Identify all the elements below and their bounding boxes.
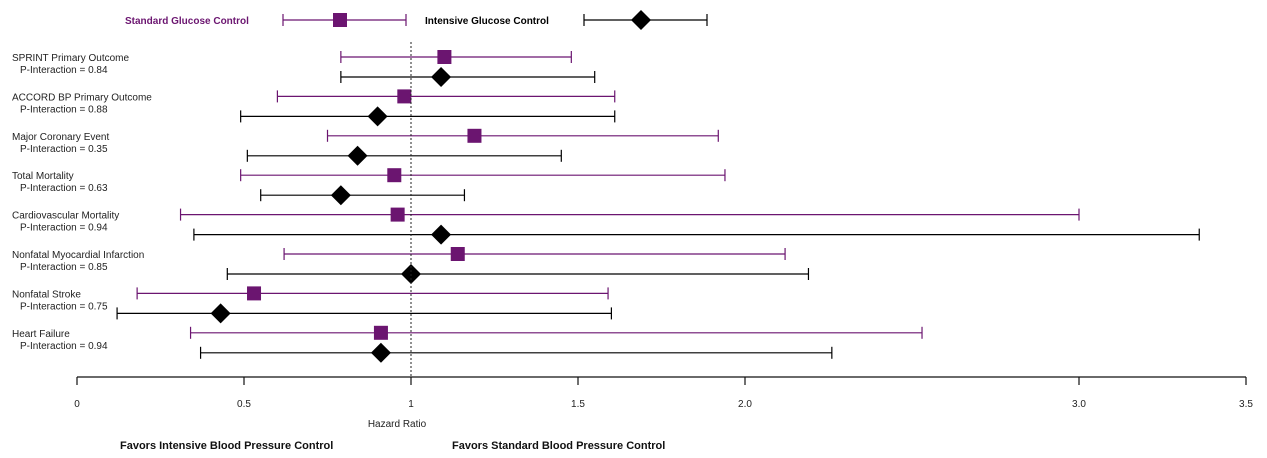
standard-glucose-point xyxy=(397,89,412,104)
intensive-glucose-ci xyxy=(116,307,613,320)
standard-glucose-ci xyxy=(283,248,786,260)
standard-glucose-ci xyxy=(240,169,726,182)
x-axis: 0 0.5 1 1.5 2.0 3.0 3.5 xyxy=(74,376,1253,410)
standard-glucose-point xyxy=(387,168,402,183)
standard-glucose-point xyxy=(390,207,405,222)
standard-glucose-point xyxy=(450,247,465,261)
standard-glucose-ci xyxy=(136,287,609,300)
row-p-interaction-label: P-Interaction = 0.75 xyxy=(20,301,108,312)
intensive-glucose-point xyxy=(370,342,391,363)
standard-glucose-ci xyxy=(189,326,923,339)
intensive-glucose-point xyxy=(210,303,231,324)
intensive-glucose-ci xyxy=(246,149,562,162)
intensive-glucose-point xyxy=(367,106,388,127)
row-p-interaction-label: P-Interaction = 0.94 xyxy=(20,341,108,352)
favors-intensive-label: Favors Intensive Blood Pressure Control xyxy=(120,440,333,452)
x-tick-label: 1.5 xyxy=(571,399,585,410)
row-p-interaction-label: P-Interaction = 0.88 xyxy=(20,104,108,115)
row-outcome-label: ACCORD BP Primary Outcome xyxy=(12,92,152,103)
x-tick-label: 0.5 xyxy=(237,399,251,410)
intensive-glucose-ci xyxy=(240,110,616,123)
x-tick-label: 2.0 xyxy=(738,399,752,410)
row-outcome-label: SPRINT Primary Outcome xyxy=(12,53,129,64)
row-p-interaction-label: P-Interaction = 0.35 xyxy=(20,144,108,155)
row-outcome-label: Nonfatal Myocardial Infarction xyxy=(12,250,144,261)
legend-standard-label: Standard Glucose Control xyxy=(125,16,249,27)
legend-intensive-label: Intensive Glucose Control xyxy=(425,16,549,27)
row-outcome-label: Total Mortality xyxy=(12,171,74,182)
x-axis-title: Hazard Ratio xyxy=(368,419,427,430)
standard-glucose-ci xyxy=(179,208,1080,221)
standard-glucose-ci xyxy=(326,129,719,142)
forest-row: Nonfatal Myocardial InfarctionP-Interact… xyxy=(12,247,810,284)
intensive-glucose-point xyxy=(431,224,452,245)
favors-standard-label: Favors Standard Blood Pressure Control xyxy=(452,440,665,452)
intensive-glucose-point xyxy=(347,145,368,166)
row-p-interaction-label: P-Interaction = 0.85 xyxy=(20,262,108,273)
legend-intensive-marker xyxy=(631,10,651,30)
x-tick-label: 1 xyxy=(408,399,414,410)
row-outcome-label: Cardiovascular Mortality xyxy=(12,211,119,222)
standard-glucose-point xyxy=(247,286,262,301)
intensive-glucose-ci xyxy=(226,268,810,280)
legend-standard-marker xyxy=(333,13,347,27)
row-outcome-label: Heart Failure xyxy=(12,329,70,340)
intensive-glucose-point xyxy=(330,185,351,206)
x-tick-label: 3.5 xyxy=(1239,399,1253,410)
x-tick-label: 0 xyxy=(74,399,80,410)
row-outcome-label: Nonfatal Stroke xyxy=(12,289,81,300)
x-tick-label: 3.0 xyxy=(1072,399,1086,410)
row-p-interaction-label: P-Interaction = 0.84 xyxy=(20,65,108,76)
row-p-interaction-label: P-Interaction = 0.63 xyxy=(20,183,108,194)
standard-glucose-point xyxy=(467,128,482,143)
intensive-glucose-ci xyxy=(260,189,466,202)
standard-glucose-point xyxy=(373,325,388,340)
intensive-glucose-ci xyxy=(199,346,833,359)
standard-glucose-ci xyxy=(340,51,572,63)
legend: Standard Glucose Control Intensive Glucos… xyxy=(125,10,708,30)
intensive-glucose-ci xyxy=(193,228,1200,241)
row-outcome-label: Major Coronary Event xyxy=(12,132,109,143)
standard-glucose-ci xyxy=(276,90,616,103)
intensive-glucose-point xyxy=(431,67,452,87)
intensive-glucose-ci xyxy=(340,71,596,83)
standard-glucose-point xyxy=(437,50,452,64)
row-p-interaction-label: P-Interaction = 0.94 xyxy=(20,223,108,234)
